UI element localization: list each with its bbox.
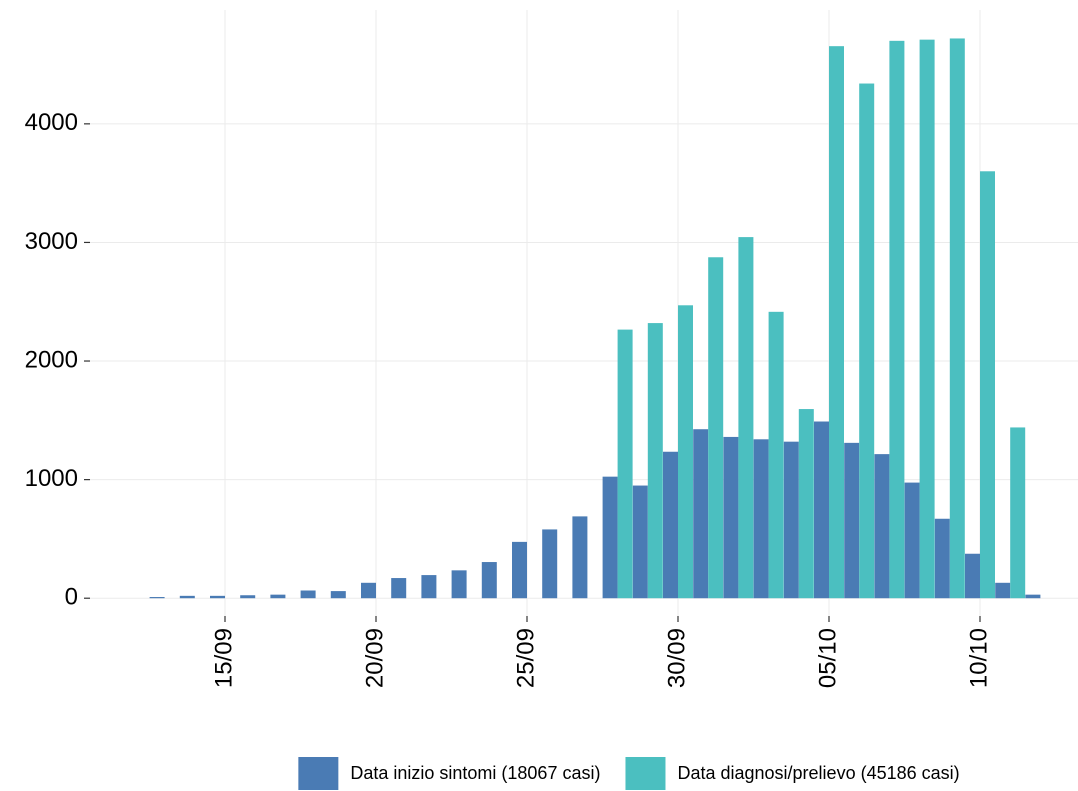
x-tick-label: 30/09 xyxy=(663,628,690,688)
bar xyxy=(874,454,890,599)
bar xyxy=(919,39,935,599)
y-tick-label: 3000 xyxy=(25,228,78,255)
bar xyxy=(572,516,588,599)
bar xyxy=(934,518,950,599)
bar xyxy=(210,595,225,599)
y-tick-label: 2000 xyxy=(25,346,78,373)
bar xyxy=(904,482,920,599)
bar xyxy=(723,436,739,599)
x-tick-label: 20/09 xyxy=(361,628,388,688)
bar xyxy=(889,40,905,599)
bar xyxy=(829,46,844,599)
bar xyxy=(421,575,437,599)
legend-label: Data inizio sintomi (18067 casi) xyxy=(350,763,600,783)
bar xyxy=(632,485,648,599)
bar xyxy=(391,578,407,599)
bar xyxy=(708,257,724,599)
bar xyxy=(798,409,814,599)
bar xyxy=(738,237,754,599)
bar xyxy=(814,421,829,599)
bar xyxy=(330,591,346,599)
bar xyxy=(647,323,663,599)
legend-swatch xyxy=(625,757,666,790)
bar xyxy=(361,582,376,599)
y-tick-label: 4000 xyxy=(25,109,78,136)
bar xyxy=(149,597,165,599)
bar xyxy=(1010,427,1026,599)
bar xyxy=(300,590,316,599)
bar xyxy=(542,529,558,599)
x-tick-label: 25/09 xyxy=(512,628,539,688)
bar xyxy=(512,541,527,599)
y-tick-label: 0 xyxy=(65,584,78,611)
bar xyxy=(965,553,980,599)
bar xyxy=(844,442,860,599)
bar xyxy=(617,329,633,599)
bar xyxy=(481,562,497,599)
bar xyxy=(980,171,995,599)
bar xyxy=(783,441,799,599)
bar xyxy=(949,38,965,599)
bar xyxy=(270,594,286,599)
bar xyxy=(602,476,618,599)
bar xyxy=(663,451,678,599)
bar xyxy=(678,305,693,599)
bar xyxy=(768,311,784,599)
x-tick-label: 10/10 xyxy=(965,628,992,688)
bar xyxy=(995,582,1011,599)
legend-label: Data diagnosi/prelievo (45186 casi) xyxy=(677,763,959,783)
bar xyxy=(179,595,195,599)
bar xyxy=(753,439,769,599)
bar xyxy=(859,83,875,599)
y-tick-label: 1000 xyxy=(25,465,78,492)
x-tick-label: 15/09 xyxy=(210,628,237,688)
x-tick-label: 05/10 xyxy=(814,628,841,688)
bar xyxy=(1025,594,1041,599)
bar xyxy=(240,595,256,599)
bar xyxy=(451,570,467,599)
bar xyxy=(693,429,709,599)
legend-swatch xyxy=(298,757,339,790)
